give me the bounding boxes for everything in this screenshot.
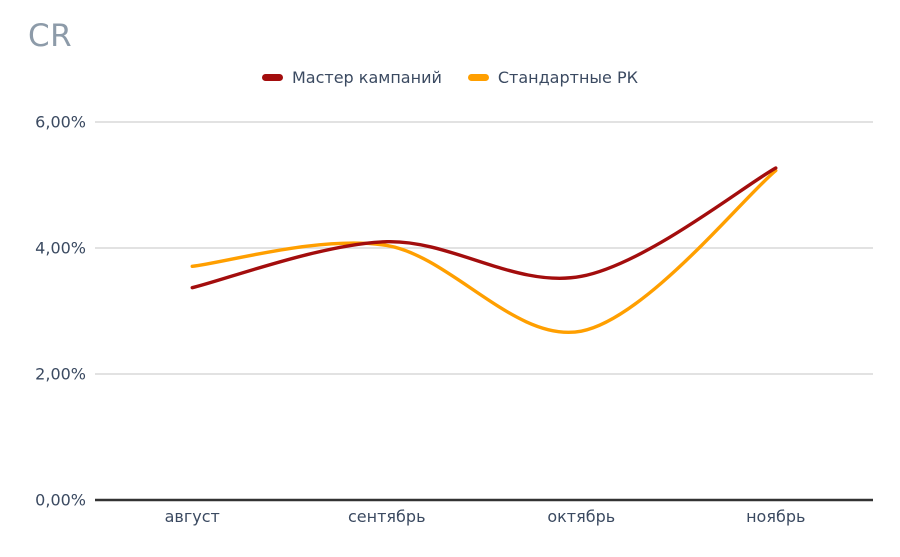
y-tick-label: 6,00% <box>35 113 86 132</box>
series-line-1 <box>190 168 778 335</box>
legend-swatch-icon <box>467 74 489 81</box>
y-tick-label: 2,00% <box>35 365 86 384</box>
legend-label: Стандартные РК <box>497 68 638 87</box>
x-tick-label: ноябрь <box>746 507 805 526</box>
x-tick-label: сентябрь <box>348 507 426 526</box>
series-line-0 <box>190 166 778 290</box>
legend-item-0[interactable]: Мастер кампаний <box>261 68 442 87</box>
legend-item-1[interactable]: Стандартные РК <box>467 68 638 87</box>
x-tick-label: октябрь <box>547 507 615 526</box>
x-tick-label: август <box>165 507 220 526</box>
legend-swatch-icon <box>261 74 283 81</box>
y-tick-label: 0,00% <box>35 491 86 510</box>
y-tick-label: 4,00% <box>35 239 86 258</box>
chart-legend: Мастер кампаний Стандартные РК <box>0 68 900 87</box>
legend-label: Мастер кампаний <box>291 68 442 87</box>
chart-title: CR <box>28 18 73 54</box>
